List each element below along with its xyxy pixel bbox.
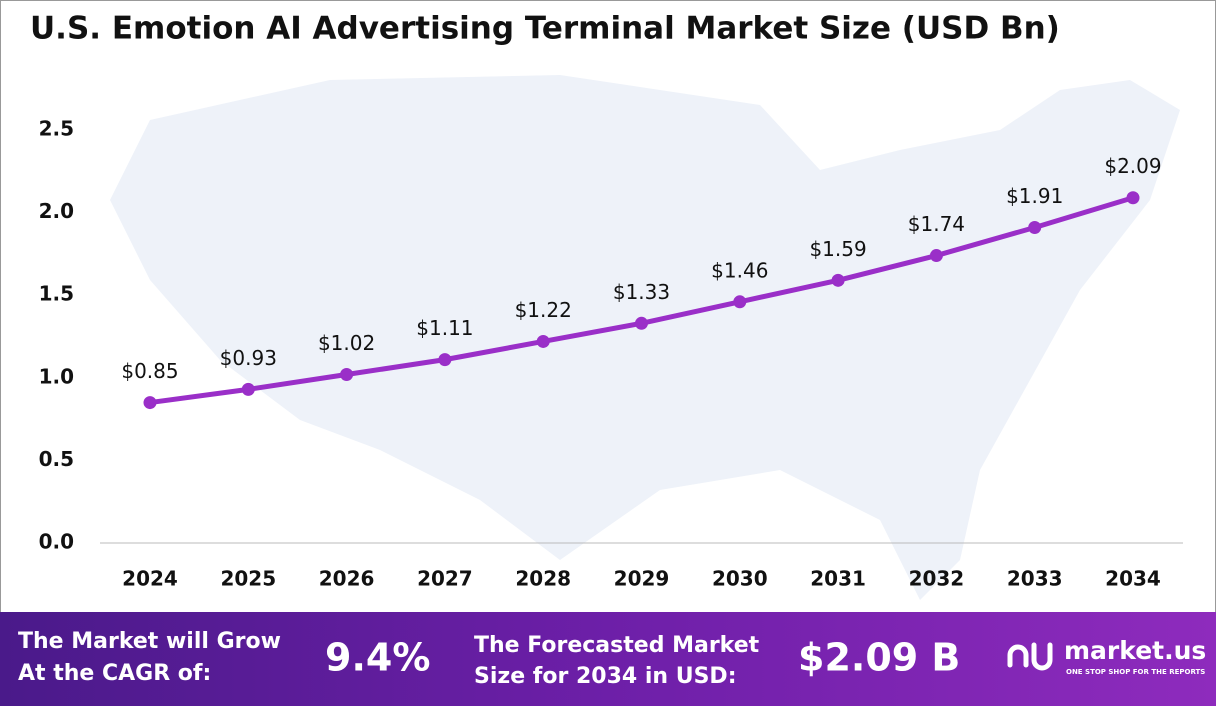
x-tick-label: 2032 — [909, 567, 965, 591]
x-tick-label: 2029 — [614, 567, 670, 591]
logo-icon — [1007, 642, 1053, 671]
chart-title: U.S. Emotion AI Advertising Terminal Mar… — [30, 11, 1060, 47]
value-label: $0.93 — [220, 346, 277, 370]
y-tick-label: 1.5 — [39, 282, 74, 306]
marker — [143, 396, 157, 410]
plot: 0.0 0.5 1.0 1.5 2.0 2.5 2024 2025 2026 2027 2028 20… — [39, 117, 1162, 591]
forecast-label: The Forecasted Market — [474, 633, 760, 658]
value-label: $0.85 — [121, 359, 178, 383]
y-tick-label: 1.0 — [39, 364, 74, 388]
marker — [536, 334, 550, 348]
footer-band — [0, 612, 1216, 706]
value-label: $2.09 — [1104, 154, 1161, 178]
marker — [929, 249, 943, 263]
value-label: $1.59 — [809, 237, 866, 261]
marker — [831, 273, 845, 287]
x-tick-label: 2026 — [319, 567, 375, 591]
forecast-value: $2.09 B — [798, 636, 960, 680]
value-label: $1.74 — [908, 212, 965, 236]
x-tick-label: 2025 — [220, 567, 276, 591]
x-tick-label: 2028 — [515, 567, 571, 591]
marker — [438, 353, 452, 367]
cagr-label: The Market will Grow — [18, 629, 281, 654]
forecast-label: Size for 2034 in USD: — [474, 664, 737, 689]
marker — [340, 367, 354, 381]
x-tick-label: 2027 — [417, 567, 473, 591]
cagr-label: At the CAGR of: — [18, 661, 211, 686]
value-label: $1.33 — [613, 280, 670, 304]
marker — [241, 382, 255, 396]
brand: market.us — [1064, 636, 1206, 665]
tagline: ONE STOP SHOP FOR THE REPORTS — [1066, 668, 1205, 676]
value-label: $1.91 — [1006, 184, 1063, 208]
marker — [733, 295, 747, 309]
y-tick-label: 0.0 — [39, 530, 74, 554]
y-tick-label: 2.0 — [39, 199, 74, 223]
value-label: $1.11 — [416, 316, 473, 340]
value-label: $1.22 — [515, 298, 572, 322]
value-label: $1.02 — [318, 331, 375, 355]
y-tick-label: 2.5 — [39, 117, 74, 141]
x-tick-label: 2024 — [122, 567, 178, 591]
marker — [1028, 220, 1042, 234]
x-tick-label: 2034 — [1105, 567, 1161, 591]
y-tick-label: 0.5 — [39, 447, 74, 471]
map-silhouette — [110, 75, 1180, 600]
x-tick-label: 2030 — [712, 567, 768, 591]
marker — [635, 316, 648, 330]
x-tick-label: 2031 — [810, 567, 866, 591]
marker — [1126, 191, 1140, 205]
value-label: $1.46 — [711, 258, 768, 282]
x-tick-label: 2033 — [1007, 567, 1063, 591]
cagr-value: 9.4% — [325, 636, 430, 680]
